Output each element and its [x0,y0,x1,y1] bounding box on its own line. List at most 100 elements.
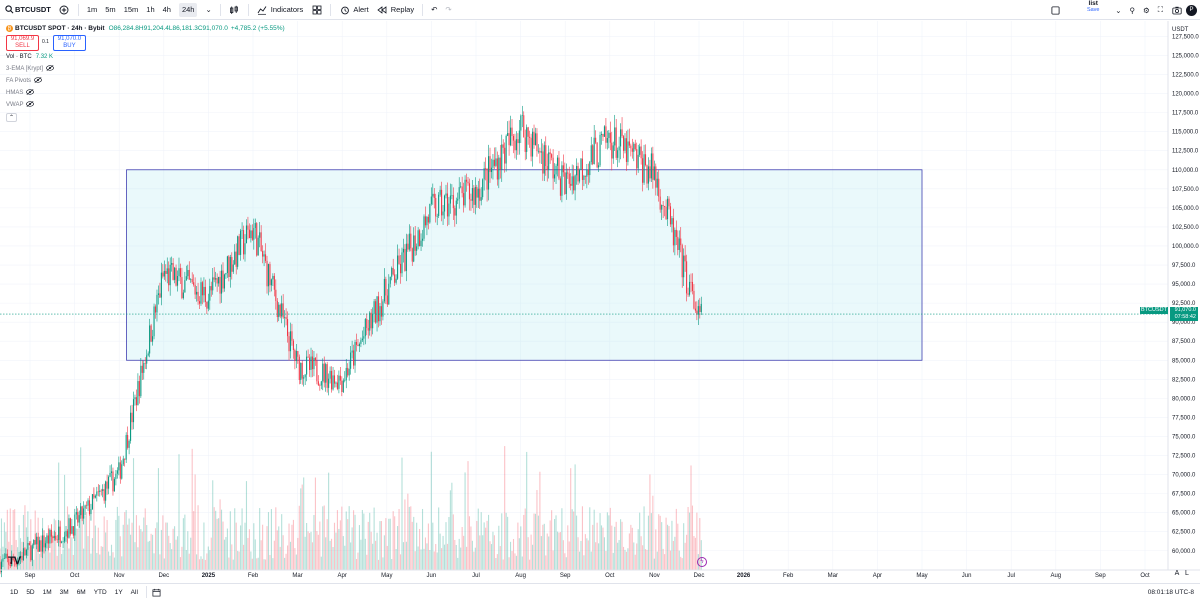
candle-body[interactable] [499,157,501,170]
candle-body[interactable] [314,357,316,361]
indicator-row[interactable]: HMAS [6,87,285,99]
candle-body[interactable] [470,199,472,201]
candle-body[interactable] [339,375,341,381]
candle-body[interactable] [687,293,689,295]
candle-body[interactable] [487,156,490,190]
eye-hidden-icon[interactable] [34,77,42,85]
candle-body[interactable] [14,560,16,563]
candle-body[interactable] [612,145,614,159]
candle-body[interactable] [311,356,314,370]
candle-body[interactable] [344,380,346,381]
candle-body[interactable] [218,276,220,284]
candle-body[interactable] [442,211,444,216]
candle-body[interactable] [467,181,469,184]
candle-body[interactable] [688,281,691,295]
candle-body[interactable] [141,365,143,373]
candle-body[interactable] [84,505,86,509]
candle-body[interactable] [232,264,234,272]
sell-button[interactable]: 91,069.9 SELL [6,35,39,51]
candle-body[interactable] [600,133,603,135]
candle-body[interactable] [417,230,419,247]
candle-body[interactable] [17,561,19,566]
candle-body[interactable] [291,331,293,341]
candle-body[interactable] [187,269,189,277]
candle-body[interactable] [338,375,340,389]
candle-body[interactable] [493,159,495,166]
candle-body[interactable] [373,301,375,314]
candle-body[interactable] [127,435,129,448]
candle-body[interactable] [634,143,636,150]
candle-body[interactable] [424,216,427,226]
candle-body[interactable] [659,196,661,210]
avatar[interactable]: P [1186,4,1197,16]
candle-body[interactable] [465,179,468,182]
candle-body[interactable] [561,165,563,196]
candle-body[interactable] [72,526,74,536]
candle-body[interactable] [0,561,3,573]
candle-body[interactable] [498,157,500,180]
price-chart[interactable]: 127,500.0 125,000.0 122,500.0 120,000.0 117,… [0,21,1200,583]
candle-body[interactable] [363,336,365,339]
candle-body[interactable] [492,159,494,168]
candle-body[interactable] [421,238,424,241]
candle-body[interactable] [150,325,152,342]
candle-body[interactable] [160,272,162,298]
candle-body[interactable] [55,535,57,540]
candle-body[interactable] [185,276,187,281]
candle-body[interactable] [159,293,161,298]
candle-body[interactable] [625,138,628,162]
candle-body[interactable] [385,278,387,296]
candle-body[interactable] [71,526,73,534]
candle-body[interactable] [153,306,155,337]
candle-body[interactable] [559,178,561,196]
candle-body[interactable] [539,150,541,153]
eye-hidden-icon[interactable] [26,101,35,109]
candle-body[interactable] [646,165,648,184]
timeframe-4h[interactable]: 4h [162,5,171,14]
candle-body[interactable] [416,246,418,251]
candle-body[interactable] [574,175,576,191]
candle-body[interactable] [213,277,215,280]
candle-body[interactable] [323,363,325,383]
candle-body[interactable] [282,303,284,318]
candle-body[interactable] [317,381,319,386]
indicators-button[interactable]: Indicators [253,0,308,20]
candle-body[interactable] [534,133,537,146]
candle-body[interactable] [125,435,127,460]
candle-body[interactable] [257,237,259,256]
candle-body[interactable] [413,235,415,262]
candle-body[interactable] [436,215,438,217]
candle-body[interactable] [602,133,604,137]
candle-body[interactable] [333,375,336,384]
candle-body[interactable] [548,152,550,170]
candle-body[interactable] [445,193,447,196]
candle-body[interactable] [210,286,212,291]
candle-body[interactable] [419,230,421,247]
candle-body[interactable] [350,352,352,369]
candle-body[interactable] [223,274,226,289]
range-3m[interactable]: 3M [59,588,69,596]
candle-body[interactable] [270,279,272,286]
candle-body[interactable] [364,319,366,337]
candle-body[interactable] [235,251,237,267]
candle-body[interactable] [256,223,258,256]
candle-body[interactable] [12,556,14,561]
candle-body[interactable] [696,310,698,315]
candle-body[interactable] [2,558,4,562]
candle-body[interactable] [662,205,664,207]
candle-body[interactable] [275,289,277,301]
candle-body[interactable] [526,127,528,152]
candle-body[interactable] [664,206,666,207]
candle-body[interactable] [194,284,196,295]
candle-body[interactable] [247,225,249,230]
candle-body[interactable] [288,336,290,352]
candle-body[interactable] [44,543,47,548]
candle-body[interactable] [165,270,167,274]
candle-body[interactable] [207,300,209,309]
candle-body[interactable] [109,472,111,477]
candle-body[interactable] [15,562,17,566]
candle-body[interactable] [510,127,512,146]
candle-body[interactable] [395,278,397,283]
candle-body[interactable] [49,529,51,544]
candle-body[interactable] [169,264,171,286]
